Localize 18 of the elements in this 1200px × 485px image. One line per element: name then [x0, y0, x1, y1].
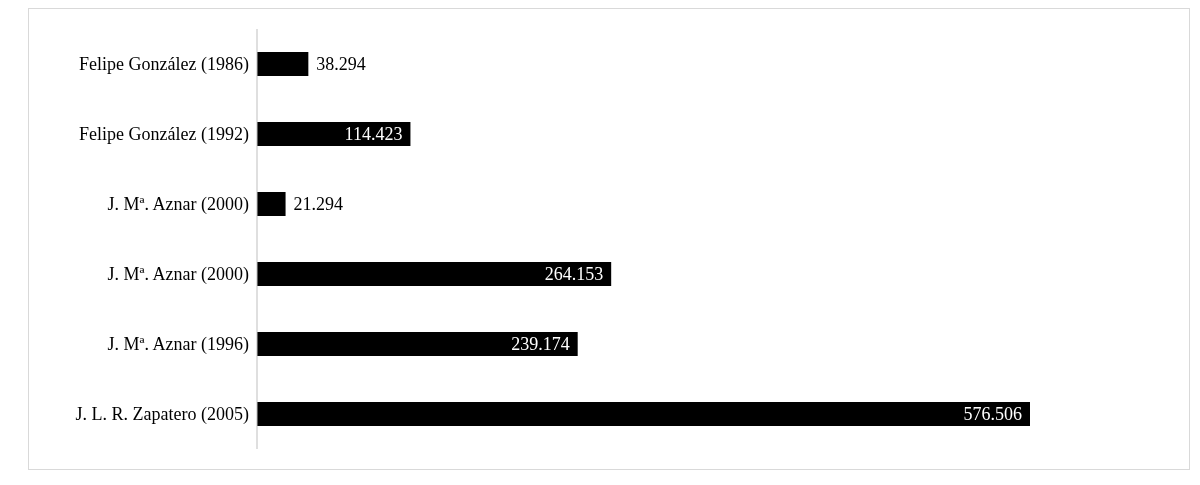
bar [257, 192, 286, 216]
y-tick-label: J. Mª. Aznar (1996) [107, 334, 249, 356]
data-label: 264.153 [544, 264, 604, 285]
data-label: 576.506 [963, 404, 1022, 425]
bar [257, 52, 309, 76]
y-tick-label: J. L. R. Zapatero (2005) [75, 404, 249, 426]
data-label: 38.294 [316, 54, 366, 75]
bar [257, 122, 411, 146]
data-label: 239.174 [511, 334, 570, 355]
y-tick-label: Felipe González (1992) [79, 124, 249, 146]
y-tick-label: J. Mª. Aznar (2000) [107, 194, 249, 216]
y-tick-label: Felipe González (1986) [79, 54, 249, 76]
bar [257, 262, 612, 286]
data-label: 114.423 [344, 124, 403, 145]
bar [257, 332, 578, 356]
bar [257, 402, 1030, 426]
y-tick-label: J. Mª. Aznar (2000) [107, 264, 249, 286]
data-label: 21.294 [293, 194, 344, 215]
